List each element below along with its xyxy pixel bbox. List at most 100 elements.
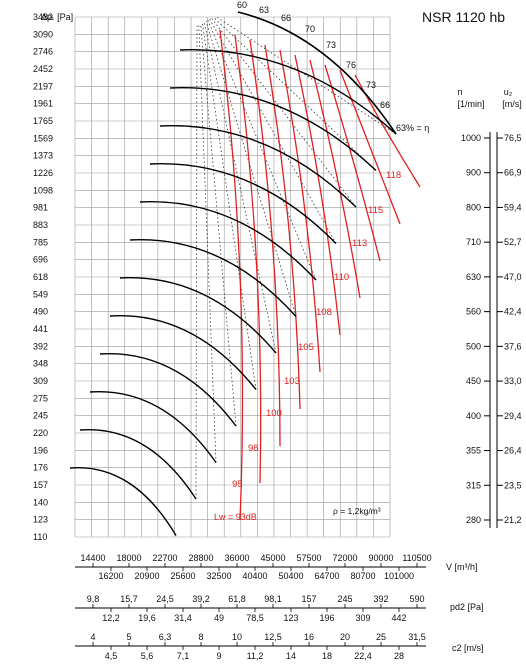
n-label: n (457, 87, 462, 97)
flow-axis-top-label: 18000 (116, 553, 141, 563)
c2-axis-bottom-label: 22,4 (354, 651, 372, 661)
c2-axis-label: c2 [m/s] (452, 643, 484, 653)
y-tick-label: 220 (33, 428, 48, 438)
noise-line (324, 64, 381, 262)
flow-axis-top-label: 45000 (260, 553, 285, 563)
c2-axis-top-label: 4 (90, 632, 95, 642)
noise-line (339, 69, 401, 225)
flow-axis-top-label: 28800 (188, 553, 213, 563)
c2-axis-bottom-label: 4,5 (105, 651, 118, 661)
noise-line (294, 54, 341, 336)
u2-tick-label: 59,4 (504, 202, 522, 212)
n-tick-label: 450 (466, 376, 481, 386)
y-tick-label: 549 (33, 289, 48, 299)
u2-tick-label: 26,4 (504, 446, 522, 456)
y-tick-label: 441 (33, 324, 48, 334)
speed-curves (69, 49, 397, 536)
noise-line (249, 39, 281, 447)
lw-label: 108 (316, 307, 332, 318)
y-tick-label: 176 (33, 463, 48, 473)
u2-tick-label: 42,4 (504, 307, 522, 317)
y-tick-label: 883 (33, 220, 48, 230)
efficiency-arc (237, 11, 397, 135)
flow-axis-top-label: 110500 (402, 553, 431, 563)
flow-axis-top-label: 57500 (296, 553, 321, 563)
efficiency-edge-label: 63% = η (396, 123, 429, 133)
n-tick-label: 1000 (461, 133, 481, 143)
speed-curve (179, 49, 397, 135)
n-tick-label: 900 (466, 168, 481, 178)
flow-axis-top-label: 90000 (368, 553, 393, 563)
speed-curve (89, 391, 217, 463)
speed-curve (129, 239, 297, 317)
pd2-axis-top-label: 15,7 (120, 594, 138, 604)
flow-axis-bottom-label: 50400 (278, 571, 303, 581)
c2-axis-top-label: 10 (232, 632, 242, 642)
efficiency-label: 73 (326, 40, 336, 50)
lw-first-label: Lw = 93dB (214, 512, 257, 522)
y-tick-label: 3090 (33, 29, 53, 39)
pd2-axis-bottom-label: 309 (355, 613, 370, 623)
flow-axis-bottom-label: 20900 (134, 571, 159, 581)
speed-curve (109, 315, 257, 390)
y-tick-label: 157 (33, 480, 48, 490)
pd2-axis-top-label: 590 (409, 594, 424, 604)
speed-curve (99, 353, 237, 427)
pd2-axis-bottom-label: 31,4 (174, 613, 192, 623)
speed-curve (139, 201, 317, 281)
speed-axis: 1000 76,5 900 66,9 800 59,4 710 52,7 630 47,0 560 4… (461, 132, 522, 528)
pd2-axis-bottom-label: 49 (214, 613, 224, 623)
lw-label: 110 (334, 272, 349, 283)
n-unit: [1/min] (457, 99, 484, 109)
lw-label: 103 (284, 376, 300, 387)
speed-grid-line (209, 18, 337, 244)
c2-axis-bottom-label: 28 (394, 651, 404, 661)
noise-level-lines (219, 29, 421, 521)
n-tick-label: 280 (466, 515, 481, 525)
efficiency-label: 70 (305, 24, 315, 34)
y-tick-label: 1226 (33, 168, 53, 178)
c2-axis-bottom-label: 18 (322, 651, 332, 661)
y-tick-label: 1961 (33, 99, 53, 109)
y-tick-label: 348 (33, 359, 48, 369)
efficiency-label: 76 (346, 60, 356, 70)
lw-label: 113 (352, 238, 367, 249)
y-tick-label: 2197 (33, 81, 53, 91)
c2-axis-top-label: 5 (126, 632, 131, 642)
flow-axis-label: V [m³/h] (446, 562, 478, 572)
y-tick-label: 490 (33, 307, 48, 317)
flow-axis-top-label: 14400 (80, 553, 105, 563)
y-tick-label: 196 (33, 445, 48, 455)
pd2-axis-top-label: 157 (301, 594, 316, 604)
speed-grid-line (202, 22, 257, 390)
efficiency-envelope: 60 63 66 70 73 76 73 66 (237, 0, 397, 135)
y-tick-label: 618 (33, 272, 48, 282)
flow-axis-bottom-label: 25600 (170, 571, 195, 581)
pd2-axis-top-label: 245 (337, 594, 352, 604)
c2-axis-top-label: 31,5 (408, 632, 426, 642)
u2-tick-label: 47,0 (504, 272, 522, 282)
lw-label: 105 (298, 342, 314, 353)
pd2-axis-top-label: 39,2 (192, 594, 210, 604)
flow-axis-bottom-label: 40400 (242, 571, 267, 581)
u2-tick-label: 66,9 (504, 168, 522, 178)
u2-tick-label: 33,0 (504, 376, 522, 386)
u2-tick-label: 37,6 (504, 341, 522, 351)
efficiency-label: 60 (237, 0, 247, 10)
pd2-axis-label: pd2 [Pa] (450, 602, 484, 612)
noise-line (264, 44, 301, 410)
u2-tick-label: 76,5 (504, 133, 522, 143)
pd2-axis-bottom-label: 78,5 (246, 613, 264, 623)
n-tick-label: 710 (466, 237, 481, 247)
n-tick-label: 560 (466, 307, 481, 317)
speed-grid-line (198, 24, 217, 463)
flow-axis-top-label: 22700 (152, 553, 177, 563)
y-tick-label: 2746 (33, 47, 53, 57)
speed-grid-line (203, 21, 277, 354)
c2-axis-bottom-label: 9 (216, 651, 221, 661)
n-tick-label: 800 (466, 202, 481, 212)
lw-label: 118 (386, 170, 401, 181)
speed-curve (119, 277, 277, 354)
